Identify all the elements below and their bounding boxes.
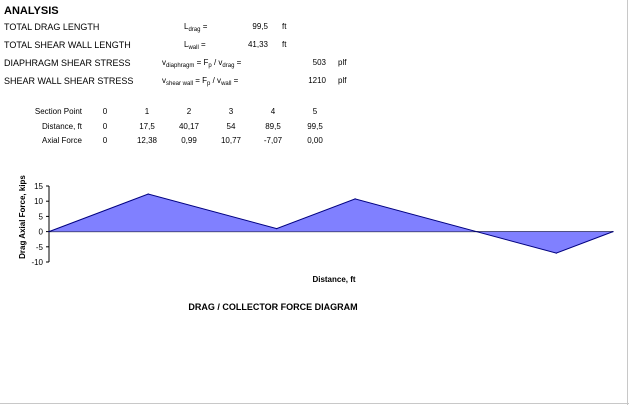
table-cell: 99,5 bbox=[307, 122, 323, 131]
drag-length-label: TOTAL DRAG LENGTH bbox=[4, 22, 100, 32]
wall-stress-value: 1210 bbox=[308, 76, 326, 85]
table-cell: 54 bbox=[226, 122, 236, 131]
data-point bbox=[147, 193, 149, 195]
drag-length-value: 99,5 bbox=[252, 22, 268, 31]
wall-length-symbol: Lwall = bbox=[184, 40, 206, 51]
table-cell: 1 bbox=[144, 107, 150, 116]
force-area bbox=[49, 194, 613, 254]
table-cell: 3 bbox=[228, 107, 234, 116]
y-tick-label: -5 bbox=[36, 243, 44, 252]
table-cell: 12,38 bbox=[136, 136, 158, 145]
drag-length-symbol: Ldrag = bbox=[184, 22, 208, 33]
analysis-heading: ANALYSIS bbox=[4, 5, 59, 17]
table-cell: 0 bbox=[102, 107, 108, 116]
data-point bbox=[612, 231, 614, 233]
y-tick-label: 0 bbox=[39, 228, 44, 237]
wall-stress-unit: plf bbox=[338, 76, 347, 85]
table-cell: 5 bbox=[312, 107, 318, 116]
diaphragm-stress-unit: plf bbox=[338, 58, 347, 67]
y-tick-label: 10 bbox=[34, 197, 43, 206]
data-point bbox=[354, 198, 356, 200]
data-point bbox=[276, 227, 278, 230]
table-cell: 0 bbox=[102, 122, 108, 131]
x-axis-label: Distance, ft bbox=[312, 275, 355, 284]
table-cell: 17,5 bbox=[139, 122, 155, 131]
chart-series bbox=[48, 193, 614, 254]
table-row-label: Section Point bbox=[34, 107, 82, 116]
force-line bbox=[48, 193, 614, 254]
wall-length-label: TOTAL SHEAR WALL LENGTH bbox=[4, 40, 131, 50]
wall-stress-label: SHEAR WALL SHEAR STRESS bbox=[4, 76, 134, 86]
table-row-label: Distance, ft bbox=[41, 122, 82, 131]
table-cell: 89,5 bbox=[265, 122, 281, 131]
table-cell: 0,99 bbox=[181, 136, 197, 145]
diaphragm-stress-formula: vdiaphragm = Fp / vdrag = bbox=[162, 58, 242, 69]
data-point bbox=[48, 231, 50, 233]
y-axis-label: Drag Axial Force, kips bbox=[18, 175, 27, 259]
window-border-bottom bbox=[0, 403, 629, 404]
table-cell: 10,77 bbox=[220, 136, 242, 145]
wall-stress-formula: vshear wall = Fp / vwall = bbox=[162, 76, 239, 87]
y-tick-label: 15 bbox=[34, 182, 43, 191]
y-tick-label: 5 bbox=[39, 212, 44, 221]
table-cell: 0 bbox=[102, 136, 108, 145]
drag-length-unit: ft bbox=[282, 22, 287, 31]
table-cell: 0,00 bbox=[307, 136, 323, 145]
wall-length-unit: ft bbox=[282, 40, 287, 49]
data-point bbox=[555, 252, 557, 254]
diaphragm-stress-value: 503 bbox=[312, 58, 326, 67]
chart-title: DRAG / COLLECTOR FORCE DIAGRAM bbox=[188, 302, 357, 312]
table-cell: 40,17 bbox=[178, 122, 200, 131]
table-cell: -7,07 bbox=[263, 136, 283, 145]
wall-length-value: 41,33 bbox=[247, 40, 268, 49]
y-tick-label: -10 bbox=[31, 258, 43, 267]
window-border-right bbox=[627, 0, 628, 405]
table-cell: 4 bbox=[270, 107, 276, 116]
diaphragm-stress-label: DIAPHRAGM SHEAR STRESS bbox=[4, 58, 131, 68]
table-cell: 2 bbox=[186, 107, 192, 116]
table-row-label: Axial Force bbox=[41, 136, 82, 145]
